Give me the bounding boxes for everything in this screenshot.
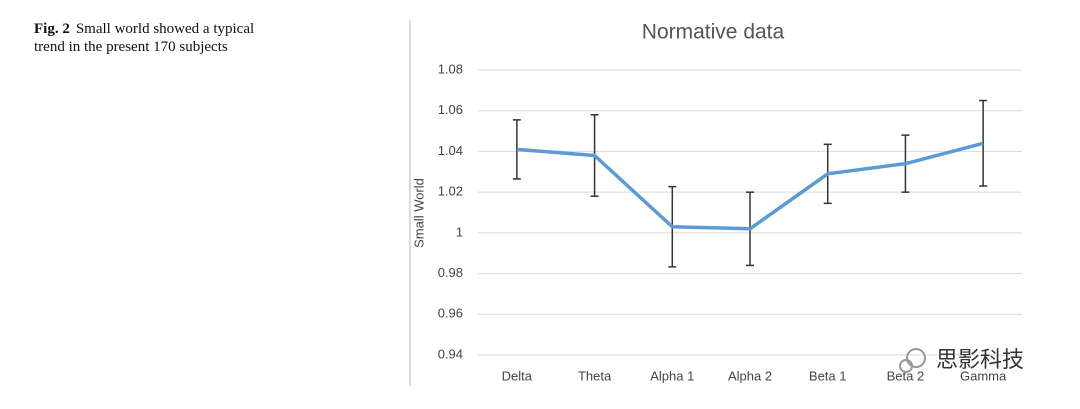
data-line [516, 141, 984, 231]
y-tick-label: 1.04 [438, 143, 463, 158]
x-tick-label: Beta 1 [809, 368, 847, 383]
y-tick-label: 1.02 [438, 184, 463, 199]
y-tick-label: 1.08 [438, 61, 463, 76]
chart-title: Normative data [642, 21, 785, 44]
y-axis-label: Small World [411, 178, 426, 248]
x-tick-label: Delta [502, 368, 533, 383]
figure-caption: Fig. 2 Small world showed a typical trend… [34, 20, 274, 56]
x-tick-label: Alpha 2 [728, 368, 772, 383]
watermark-text: 思影科技 [936, 348, 1024, 373]
x-tick-label: Theta [578, 368, 612, 383]
y-tick-label: 0.94 [438, 346, 463, 361]
caption-label: Fig. 2 [34, 21, 70, 37]
y-tick-label: 0.96 [438, 306, 463, 321]
watermark-icon [899, 359, 913, 373]
x-tick-label: Alpha 1 [650, 368, 694, 383]
y-tick-label: 0.98 [438, 265, 463, 280]
x-tick-label: Beta 2 [887, 368, 925, 383]
y-tick-label: 1.06 [438, 102, 463, 117]
watermark-icon [906, 348, 926, 368]
y-tick-label: 1 [456, 224, 463, 239]
watermark: 思影科技 [899, 348, 1024, 373]
caption-text: Small world showed a typical trend in th… [34, 21, 255, 55]
x-tick-label: Gamma [960, 368, 1007, 383]
